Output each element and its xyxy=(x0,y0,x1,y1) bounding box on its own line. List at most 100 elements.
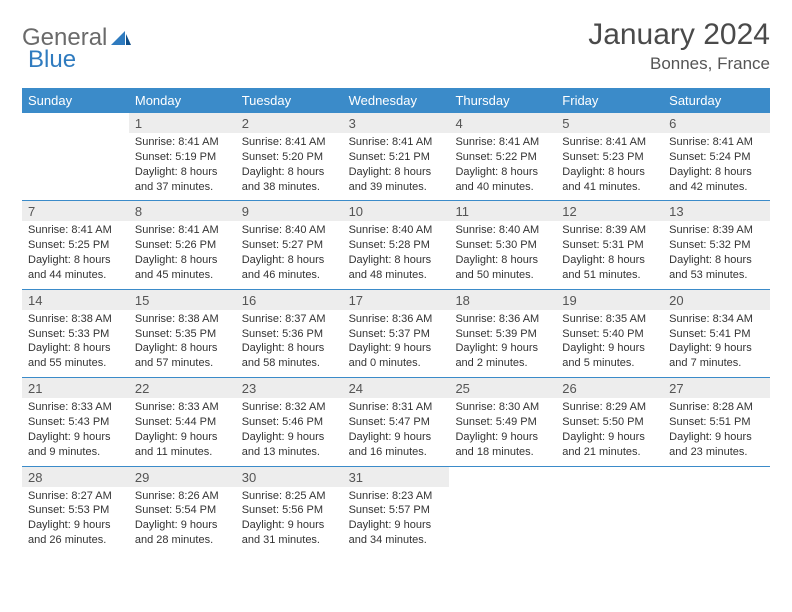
day-cell: 16Sunrise: 8:37 AMSunset: 5:36 PMDayligh… xyxy=(236,290,343,377)
day-cell: 13Sunrise: 8:39 AMSunset: 5:32 PMDayligh… xyxy=(663,201,770,288)
day-body: Sunrise: 8:41 AMSunset: 5:25 PMDaylight:… xyxy=(22,221,129,288)
sunrise-text: Sunrise: 8:38 AM xyxy=(135,312,230,327)
day-number: 26 xyxy=(556,378,663,398)
daylight-text: Daylight: 9 hours and 9 minutes. xyxy=(28,430,123,460)
day-body: Sunrise: 8:40 AMSunset: 5:28 PMDaylight:… xyxy=(343,221,450,288)
daylight-text: Daylight: 9 hours and 7 minutes. xyxy=(669,341,764,371)
day-number xyxy=(449,467,556,487)
day-body: Sunrise: 8:31 AMSunset: 5:47 PMDaylight:… xyxy=(343,398,450,465)
sunset-text: Sunset: 5:43 PM xyxy=(28,415,123,430)
daylight-text: Daylight: 8 hours and 53 minutes. xyxy=(669,253,764,283)
day-body xyxy=(556,487,663,495)
sunset-text: Sunset: 5:37 PM xyxy=(349,327,444,342)
daylight-text: Daylight: 9 hours and 16 minutes. xyxy=(349,430,444,460)
day-cell: 17Sunrise: 8:36 AMSunset: 5:37 PMDayligh… xyxy=(343,290,450,377)
sunset-text: Sunset: 5:47 PM xyxy=(349,415,444,430)
day-number: 29 xyxy=(129,467,236,487)
weekday-sun: Sunday xyxy=(22,88,129,113)
day-body: Sunrise: 8:41 AMSunset: 5:22 PMDaylight:… xyxy=(449,133,556,200)
sunrise-text: Sunrise: 8:30 AM xyxy=(455,400,550,415)
daylight-text: Daylight: 9 hours and 23 minutes. xyxy=(669,430,764,460)
sunset-text: Sunset: 5:30 PM xyxy=(455,238,550,253)
sunset-text: Sunset: 5:21 PM xyxy=(349,150,444,165)
day-body: Sunrise: 8:27 AMSunset: 5:53 PMDaylight:… xyxy=(22,487,129,554)
sunset-text: Sunset: 5:25 PM xyxy=(28,238,123,253)
day-number: 21 xyxy=(22,378,129,398)
day-number: 2 xyxy=(236,113,343,133)
sunrise-text: Sunrise: 8:26 AM xyxy=(135,489,230,504)
sunrise-text: Sunrise: 8:33 AM xyxy=(135,400,230,415)
day-number: 6 xyxy=(663,113,770,133)
week-row: 28Sunrise: 8:27 AMSunset: 5:53 PMDayligh… xyxy=(22,467,770,554)
day-body: Sunrise: 8:41 AMSunset: 5:20 PMDaylight:… xyxy=(236,133,343,200)
sunrise-text: Sunrise: 8:27 AM xyxy=(28,489,123,504)
day-cell: 6Sunrise: 8:41 AMSunset: 5:24 PMDaylight… xyxy=(663,113,770,200)
daylight-text: Daylight: 9 hours and 5 minutes. xyxy=(562,341,657,371)
sunrise-text: Sunrise: 8:29 AM xyxy=(562,400,657,415)
sunset-text: Sunset: 5:56 PM xyxy=(242,503,337,518)
sunset-text: Sunset: 5:32 PM xyxy=(669,238,764,253)
weekday-header: Sunday Monday Tuesday Wednesday Thursday… xyxy=(22,88,770,113)
day-cell: 15Sunrise: 8:38 AMSunset: 5:35 PMDayligh… xyxy=(129,290,236,377)
daylight-text: Daylight: 8 hours and 55 minutes. xyxy=(28,341,123,371)
day-number: 30 xyxy=(236,467,343,487)
sunset-text: Sunset: 5:24 PM xyxy=(669,150,764,165)
day-number: 10 xyxy=(343,201,450,221)
day-cell: 10Sunrise: 8:40 AMSunset: 5:28 PMDayligh… xyxy=(343,201,450,288)
day-body: Sunrise: 8:41 AMSunset: 5:26 PMDaylight:… xyxy=(129,221,236,288)
daylight-text: Daylight: 9 hours and 28 minutes. xyxy=(135,518,230,548)
day-cell: 12Sunrise: 8:39 AMSunset: 5:31 PMDayligh… xyxy=(556,201,663,288)
sunset-text: Sunset: 5:36 PM xyxy=(242,327,337,342)
weekday-tue: Tuesday xyxy=(236,88,343,113)
day-number: 9 xyxy=(236,201,343,221)
daylight-text: Daylight: 8 hours and 48 minutes. xyxy=(349,253,444,283)
daylight-text: Daylight: 8 hours and 42 minutes. xyxy=(669,165,764,195)
sunset-text: Sunset: 5:40 PM xyxy=(562,327,657,342)
sunset-text: Sunset: 5:28 PM xyxy=(349,238,444,253)
day-cell: 5Sunrise: 8:41 AMSunset: 5:23 PMDaylight… xyxy=(556,113,663,200)
sunrise-text: Sunrise: 8:38 AM xyxy=(28,312,123,327)
day-cell: 29Sunrise: 8:26 AMSunset: 5:54 PMDayligh… xyxy=(129,467,236,554)
sunrise-text: Sunrise: 8:36 AM xyxy=(349,312,444,327)
day-cell: 22Sunrise: 8:33 AMSunset: 5:44 PMDayligh… xyxy=(129,378,236,465)
daylight-text: Daylight: 9 hours and 18 minutes. xyxy=(455,430,550,460)
sunset-text: Sunset: 5:46 PM xyxy=(242,415,337,430)
week-row: 14Sunrise: 8:38 AMSunset: 5:33 PMDayligh… xyxy=(22,290,770,378)
sunset-text: Sunset: 5:50 PM xyxy=(562,415,657,430)
sunrise-text: Sunrise: 8:31 AM xyxy=(349,400,444,415)
day-body: Sunrise: 8:23 AMSunset: 5:57 PMDaylight:… xyxy=(343,487,450,554)
day-cell: 19Sunrise: 8:35 AMSunset: 5:40 PMDayligh… xyxy=(556,290,663,377)
day-body: Sunrise: 8:38 AMSunset: 5:33 PMDaylight:… xyxy=(22,310,129,377)
day-body: Sunrise: 8:39 AMSunset: 5:31 PMDaylight:… xyxy=(556,221,663,288)
daylight-text: Daylight: 9 hours and 13 minutes. xyxy=(242,430,337,460)
sunset-text: Sunset: 5:19 PM xyxy=(135,150,230,165)
day-number: 3 xyxy=(343,113,450,133)
daylight-text: Daylight: 9 hours and 0 minutes. xyxy=(349,341,444,371)
sunrise-text: Sunrise: 8:41 AM xyxy=(135,223,230,238)
day-number xyxy=(22,113,129,133)
sunrise-text: Sunrise: 8:41 AM xyxy=(28,223,123,238)
day-cell: 28Sunrise: 8:27 AMSunset: 5:53 PMDayligh… xyxy=(22,467,129,554)
day-body: Sunrise: 8:32 AMSunset: 5:46 PMDaylight:… xyxy=(236,398,343,465)
daylight-text: Daylight: 8 hours and 57 minutes. xyxy=(135,341,230,371)
sunrise-text: Sunrise: 8:41 AM xyxy=(242,135,337,150)
day-cell: 8Sunrise: 8:41 AMSunset: 5:26 PMDaylight… xyxy=(129,201,236,288)
day-cell: 20Sunrise: 8:34 AMSunset: 5:41 PMDayligh… xyxy=(663,290,770,377)
day-number: 14 xyxy=(22,290,129,310)
day-cell: 4Sunrise: 8:41 AMSunset: 5:22 PMDaylight… xyxy=(449,113,556,200)
day-number: 8 xyxy=(129,201,236,221)
sunset-text: Sunset: 5:27 PM xyxy=(242,238,337,253)
day-number: 18 xyxy=(449,290,556,310)
header: General January 2024 Bonnes, France xyxy=(22,18,770,74)
daylight-text: Daylight: 8 hours and 58 minutes. xyxy=(242,341,337,371)
day-cell xyxy=(449,467,556,554)
location-label: Bonnes, France xyxy=(588,54,770,74)
sunrise-text: Sunrise: 8:33 AM xyxy=(28,400,123,415)
weekday-fri: Friday xyxy=(556,88,663,113)
day-number: 1 xyxy=(129,113,236,133)
calendar-page: General January 2024 Bonnes, France Blue… xyxy=(0,0,792,564)
sunrise-text: Sunrise: 8:28 AM xyxy=(669,400,764,415)
sunset-text: Sunset: 5:49 PM xyxy=(455,415,550,430)
daylight-text: Daylight: 8 hours and 40 minutes. xyxy=(455,165,550,195)
day-body: Sunrise: 8:33 AMSunset: 5:44 PMDaylight:… xyxy=(129,398,236,465)
